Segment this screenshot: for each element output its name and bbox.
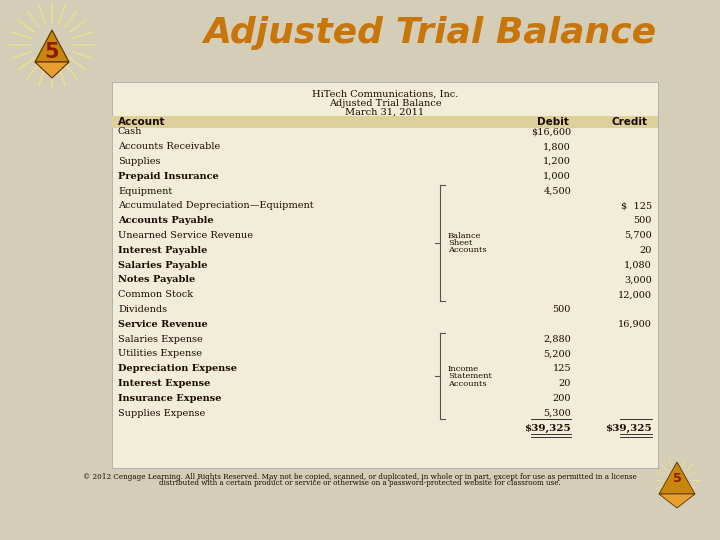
Text: 1,000: 1,000 xyxy=(544,172,571,181)
Text: 20: 20 xyxy=(559,379,571,388)
Text: Accounts Receivable: Accounts Receivable xyxy=(118,143,220,151)
Text: 5,700: 5,700 xyxy=(624,231,652,240)
Text: Equipment: Equipment xyxy=(118,187,172,195)
Text: Adjusted Trial Balance: Adjusted Trial Balance xyxy=(204,16,657,50)
Text: 12,000: 12,000 xyxy=(618,291,652,299)
Text: Unearned Service Revenue: Unearned Service Revenue xyxy=(118,231,253,240)
Text: 5,200: 5,200 xyxy=(544,349,571,359)
Text: distributed with a certain product or service or otherwise on a password-protect: distributed with a certain product or se… xyxy=(159,479,561,487)
Text: Adjusted Trial Balance: Adjusted Trial Balance xyxy=(329,98,441,107)
Text: 4,500: 4,500 xyxy=(544,187,571,195)
Text: 5: 5 xyxy=(672,471,681,484)
Text: 1,800: 1,800 xyxy=(544,143,571,151)
Text: Prepaid Insurance: Prepaid Insurance xyxy=(118,172,219,181)
Text: Accounts Payable: Accounts Payable xyxy=(118,217,214,225)
FancyBboxPatch shape xyxy=(112,116,658,128)
Text: Dividends: Dividends xyxy=(118,305,167,314)
Text: 125: 125 xyxy=(552,364,571,373)
Text: Supplies Expense: Supplies Expense xyxy=(118,409,205,418)
Text: Common Stock: Common Stock xyxy=(118,291,193,299)
Text: 5,300: 5,300 xyxy=(544,409,571,418)
Polygon shape xyxy=(659,462,695,494)
Text: © 2012 Cengage Learning. All Rights Reserved. May not be copied, scanned, or dup: © 2012 Cengage Learning. All Rights Rese… xyxy=(83,473,637,481)
Polygon shape xyxy=(659,494,695,508)
Text: Sheet: Sheet xyxy=(448,239,472,247)
Text: Accumulated Depreciation—Equipment: Accumulated Depreciation—Equipment xyxy=(118,201,314,211)
Text: 500: 500 xyxy=(634,217,652,225)
Text: 1,080: 1,080 xyxy=(624,261,652,269)
Text: Account: Account xyxy=(118,117,166,127)
Text: HiTech Communications, Inc.: HiTech Communications, Inc. xyxy=(312,90,458,98)
Text: Debit: Debit xyxy=(537,117,569,127)
Polygon shape xyxy=(35,30,69,62)
Text: Service Revenue: Service Revenue xyxy=(118,320,208,329)
Text: Statement: Statement xyxy=(448,372,492,380)
Text: Insurance Expense: Insurance Expense xyxy=(118,394,222,403)
Text: March 31, 2011: March 31, 2011 xyxy=(346,107,425,117)
Polygon shape xyxy=(35,62,69,78)
Text: $39,325: $39,325 xyxy=(606,423,652,433)
Text: Balance: Balance xyxy=(448,232,482,240)
Text: 2,880: 2,880 xyxy=(544,335,571,343)
Text: Interest Expense: Interest Expense xyxy=(118,379,210,388)
Text: 200: 200 xyxy=(552,394,571,403)
Text: 5: 5 xyxy=(45,42,59,62)
FancyBboxPatch shape xyxy=(112,82,658,468)
Text: $  125: $ 125 xyxy=(621,201,652,211)
Text: Depreciation Expense: Depreciation Expense xyxy=(118,364,237,373)
Text: Salaries Payable: Salaries Payable xyxy=(118,261,207,269)
Text: Accounts: Accounts xyxy=(448,380,487,388)
Text: 16,900: 16,900 xyxy=(618,320,652,329)
Text: Supplies: Supplies xyxy=(118,157,161,166)
Text: Interest Payable: Interest Payable xyxy=(118,246,207,255)
Text: 1,200: 1,200 xyxy=(543,157,571,166)
Text: 3,000: 3,000 xyxy=(624,275,652,285)
Text: 20: 20 xyxy=(639,246,652,255)
Text: Accounts: Accounts xyxy=(448,246,487,254)
Text: $16,600: $16,600 xyxy=(531,127,571,137)
Text: $39,325: $39,325 xyxy=(524,423,571,433)
Text: 500: 500 xyxy=(553,305,571,314)
Text: Notes Payable: Notes Payable xyxy=(118,275,195,285)
Text: Credit: Credit xyxy=(612,117,648,127)
Text: Income: Income xyxy=(448,364,479,373)
Text: Salaries Expense: Salaries Expense xyxy=(118,335,203,343)
Text: Cash: Cash xyxy=(118,127,143,137)
Text: Utilities Expense: Utilities Expense xyxy=(118,349,202,359)
